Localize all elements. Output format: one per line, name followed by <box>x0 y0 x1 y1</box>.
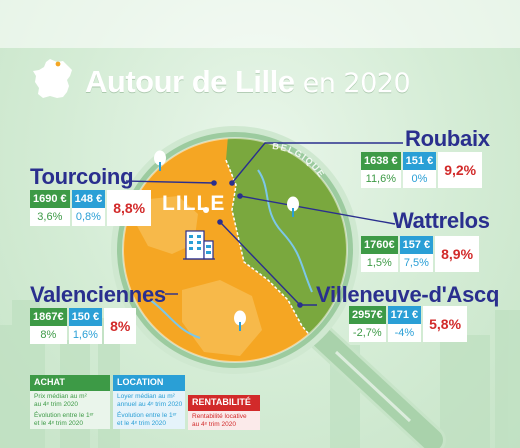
buy-price: 1638 € <box>361 152 401 170</box>
card-wattrelos: 1760€ 157 € 8,9% 1,5% 7,5% <box>361 236 480 272</box>
city-name-villeneuve-dascq: Villeneuve-d'Ascq <box>316 282 500 307</box>
legend-rentabilite-body: Rentabilité locative au 4ᵉ trim 2020 <box>188 411 260 430</box>
building-icon <box>183 230 215 260</box>
city-name-roubaix: Roubaix <box>405 126 490 151</box>
city-name-wattrelos: Wattrelos <box>393 208 490 233</box>
title-main: Autour de Lille <box>85 64 295 99</box>
city-markers <box>211 180 303 308</box>
france-map-icon <box>33 59 72 98</box>
page-title: Autour de Lille en 2020 <box>85 64 411 100</box>
buy-change: 1,5% <box>361 254 398 272</box>
lille-label: LILLE <box>162 192 226 215</box>
card-roubaix: 1638 € 151 € 9,2% 11,6% 0% <box>361 152 483 188</box>
card-tourcoing: 1690 € 148 € 8,8% 3,6% 0,8% <box>30 190 152 226</box>
buy-change: -2,7% <box>349 324 386 342</box>
tree-icon <box>234 310 246 331</box>
rent-price: 148 € <box>71 190 106 208</box>
card-valenciennes: 1867€ 150 € 8% 8% 1,6% <box>30 308 137 344</box>
svg-text:BELGIQUE: BELGIQUE <box>272 143 327 180</box>
yield-value: 8% <box>104 308 137 344</box>
yield-value: 5,8% <box>423 306 468 342</box>
buy-change: 8% <box>30 326 67 344</box>
rent-change: -4% <box>387 324 422 342</box>
rent-price: 151 € <box>402 152 437 170</box>
title-sub: en 2020 <box>302 68 411 99</box>
buy-change: 11,6% <box>361 170 401 188</box>
rent-change: 0,8% <box>71 208 106 226</box>
city-name-tourcoing: Tourcoing <box>30 164 134 189</box>
legend-location-body: Loyer médian au m² annuel au 4ᵉ trim 202… <box>113 391 185 429</box>
yield-value: 8,9% <box>435 236 480 272</box>
yield-value: 9,2% <box>438 152 483 188</box>
rent-change: 0% <box>402 170 437 188</box>
legend-location-title: LOCATION <box>113 375 185 391</box>
rent-change: 1,6% <box>68 326 103 344</box>
buy-price: 2957€ <box>349 306 386 324</box>
buy-change: 3,6% <box>30 208 70 226</box>
buy-price: 1867€ <box>30 308 67 326</box>
tree-icon <box>154 150 166 171</box>
buy-price: 1690 € <box>30 190 70 208</box>
legend-achat: ACHAT Prix médian au m² au 4ᵉ trim 2020 … <box>30 375 110 429</box>
lens-map <box>123 138 347 362</box>
card-villeneuve-dascq: 2957€ 171 € 5,8% -2,7% -4% <box>349 306 468 342</box>
yield-value: 8,8% <box>107 190 152 226</box>
legend-achat-body: Prix médian au m² au 4ᵉ trim 2020 Évolut… <box>30 391 110 429</box>
city-name-valenciennes: Valenciennes <box>30 282 166 307</box>
rent-price: 157 € <box>399 236 434 254</box>
buy-price: 1760€ <box>361 236 398 254</box>
border-label: BELGIQUE <box>272 143 327 180</box>
legend-rentabilite: RENTABILITÉ Rentabilité locative au 4ᵉ t… <box>188 395 260 430</box>
rent-price: 171 € <box>387 306 422 324</box>
rent-price: 150 € <box>68 308 103 326</box>
legend-achat-title: ACHAT <box>30 375 110 391</box>
tree-icon <box>287 196 299 217</box>
legend-location: LOCATION Loyer médian au m² annuel au 4ᵉ… <box>113 375 185 429</box>
lille-marker <box>203 207 209 213</box>
magnifier-handle <box>308 324 446 448</box>
rent-change: 7,5% <box>399 254 434 272</box>
legend-rentabilite-title: RENTABILITÉ <box>188 395 260 411</box>
